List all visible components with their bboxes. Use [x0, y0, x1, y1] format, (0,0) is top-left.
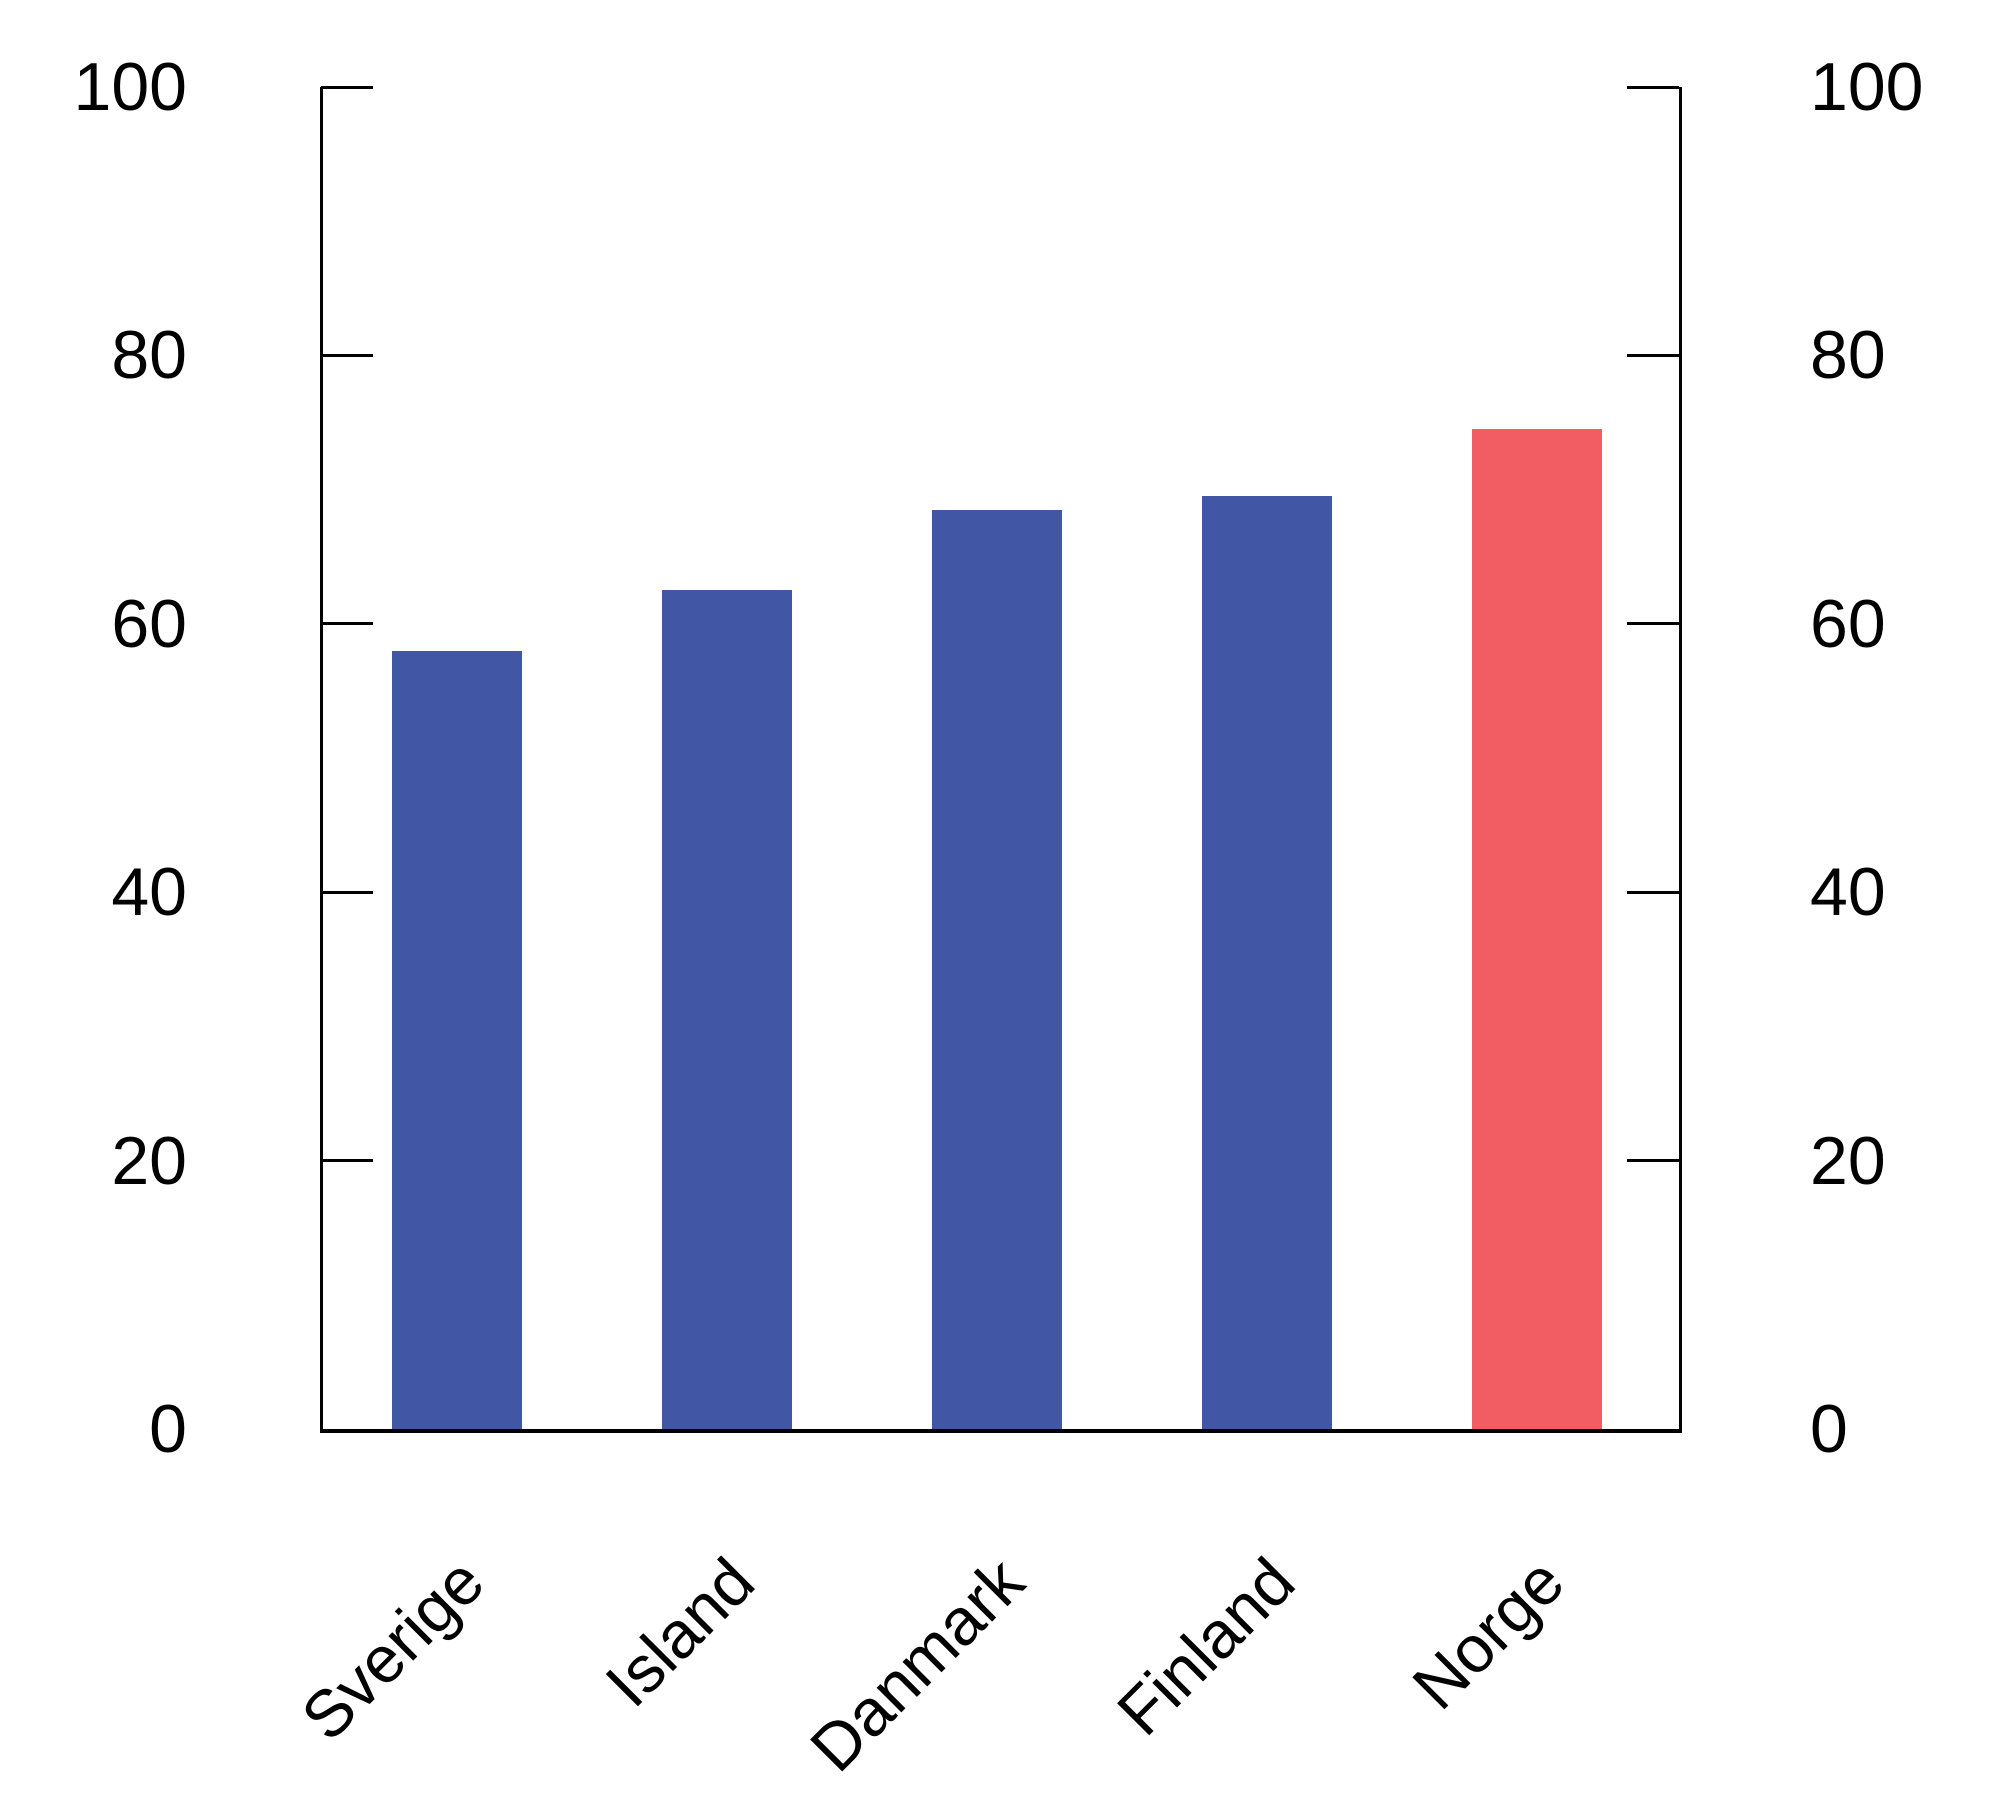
y-tick-label-left-40: 40 — [111, 854, 187, 931]
x-category-label-danmark: Danmark — [796, 1543, 1038, 1786]
y-axis-left — [320, 87, 323, 1433]
y-tick-left-60 — [321, 622, 373, 626]
x-category-label-finland: Finland — [1102, 1543, 1308, 1749]
bar-sverige — [392, 650, 522, 1429]
y-tick-right-20 — [1627, 1159, 1679, 1163]
y-tick-label-right-20: 20 — [1810, 1122, 1886, 1199]
y-tick-right-100 — [1627, 85, 1679, 89]
y-tick-right-60 — [1627, 622, 1679, 626]
y-axis-right — [1679, 87, 1682, 1433]
y-tick-label-left-100: 100 — [73, 49, 187, 125]
y-tick-label-left-20: 20 — [111, 1122, 187, 1199]
y-tick-right-80 — [1627, 353, 1679, 357]
x-category-label-norge: Norge — [1398, 1543, 1578, 1724]
y-tick-label-right-0: 0 — [1810, 1391, 1848, 1467]
y-tick-label-right-40: 40 — [1810, 854, 1886, 931]
y-tick-label-right-60: 60 — [1810, 585, 1886, 662]
y-tick-left-40 — [321, 890, 373, 894]
y-tick-right-40 — [1627, 890, 1679, 894]
bar-norge — [1472, 429, 1602, 1429]
bar-island — [662, 590, 792, 1429]
x-axis-bottom — [320, 1429, 1682, 1433]
y-tick-label-left-0: 0 — [149, 1391, 187, 1467]
x-category-label-sverige: Sverige — [287, 1543, 498, 1755]
bar-finland — [1202, 496, 1332, 1429]
y-tick-left-80 — [321, 353, 373, 357]
y-tick-left-20 — [321, 1159, 373, 1163]
y-tick-label-right-80: 80 — [1810, 317, 1886, 394]
y-tick-label-left-80: 80 — [111, 317, 187, 394]
bar-danmark — [932, 509, 1062, 1429]
y-tick-label-right-100: 100 — [1810, 49, 1924, 125]
y-tick-left-100 — [321, 85, 373, 89]
x-category-label-island: Island — [591, 1543, 768, 1721]
y-tick-label-left-60: 60 — [111, 585, 187, 662]
